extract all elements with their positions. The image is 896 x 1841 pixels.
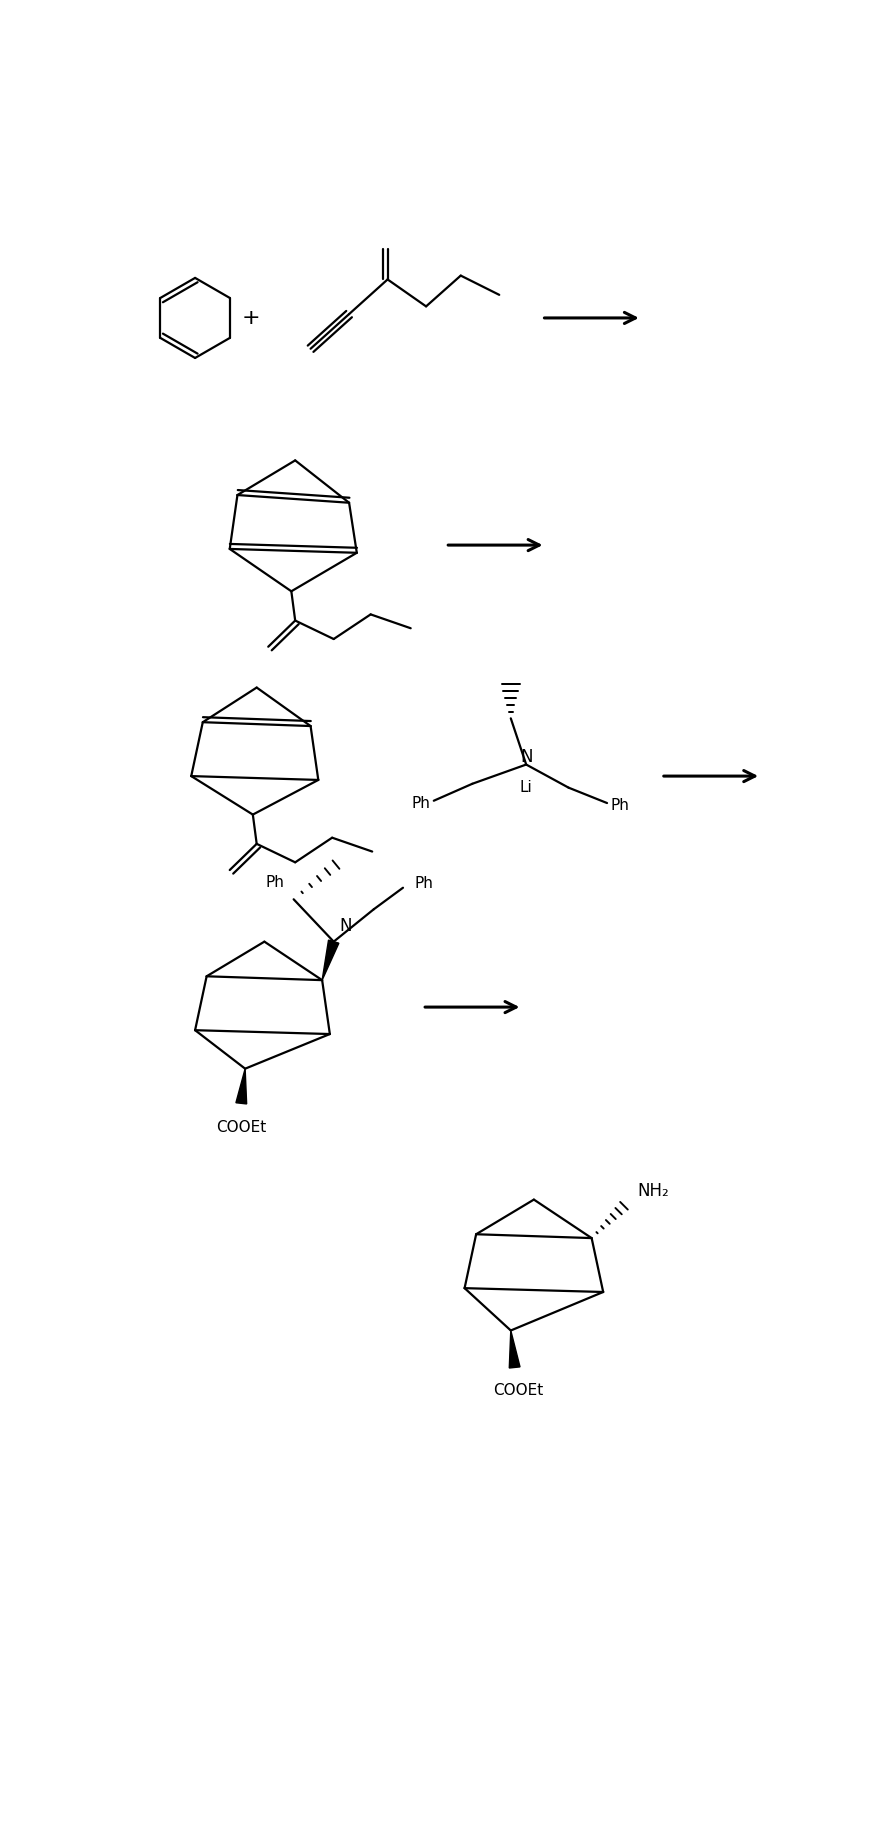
- Text: Ph: Ph: [411, 795, 430, 810]
- Text: Ph: Ph: [611, 797, 630, 814]
- Text: N: N: [520, 747, 532, 766]
- Polygon shape: [323, 941, 339, 979]
- Polygon shape: [236, 1068, 246, 1105]
- Polygon shape: [509, 1331, 520, 1368]
- Text: Ph: Ph: [415, 876, 434, 891]
- Text: Ph: Ph: [265, 874, 284, 889]
- Text: COOEt: COOEt: [216, 1121, 266, 1136]
- Text: N: N: [339, 917, 351, 935]
- Text: +: +: [242, 307, 261, 328]
- Text: NH₂: NH₂: [638, 1182, 669, 1200]
- Text: Li: Li: [520, 781, 532, 795]
- Text: COOEt: COOEt: [494, 1383, 544, 1397]
